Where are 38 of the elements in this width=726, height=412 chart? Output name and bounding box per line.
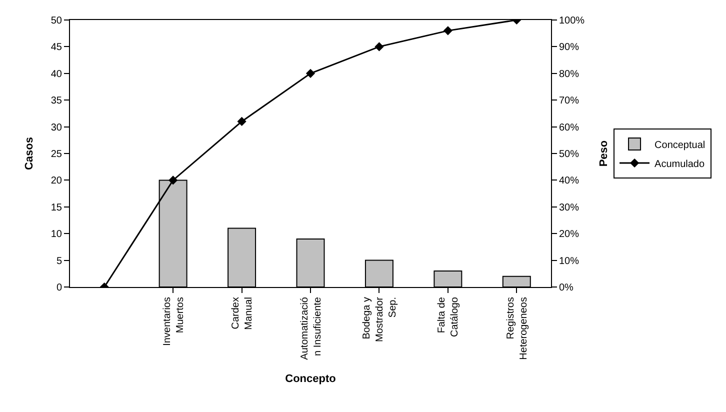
legend-label: Acumulado	[654, 158, 705, 170]
point	[443, 26, 452, 36]
y-tick-label: 30	[50, 122, 62, 134]
y-tick-label: 40	[50, 68, 62, 80]
y2-tick-label: 30%	[559, 202, 580, 214]
y-axis-title: Casos	[24, 136, 36, 170]
point	[306, 68, 316, 78]
x-tick-label: Automatizació n Insuficiente	[299, 296, 324, 360]
y-tick-label: 15	[50, 202, 62, 214]
x-tick-label: Falta de Catálogo	[436, 296, 461, 338]
y2-tick-label: 80%	[559, 68, 580, 80]
y2-tick-label: 40%	[559, 176, 580, 187]
y2-tick-label: 0%	[559, 282, 574, 294]
y-tick-label: 35	[50, 96, 62, 107]
y-tick-label: 0	[56, 282, 62, 294]
y-tick-label: 5	[56, 256, 62, 267]
y-tick-label: 20	[50, 176, 62, 187]
legend-label: Conceptual	[654, 140, 706, 151]
y2-tick-label: 10%	[559, 256, 580, 267]
x-tick-label: Bodega y Mostrador Sep.	[361, 296, 398, 342]
x-axis-title: Concepto	[285, 373, 336, 386]
y-tick-label: 50	[50, 16, 62, 26]
y2-tick-label: 20%	[559, 229, 580, 240]
x-tick-label: Inventarios Muertos	[162, 297, 186, 346]
point	[237, 116, 246, 126]
x-tick-label: Registros Heterogeneos	[505, 297, 530, 360]
y2-tick-label: 100%	[559, 16, 585, 26]
y2-tick-label: 70%	[559, 96, 580, 107]
point	[374, 42, 384, 52]
y-tick-label: 45	[50, 42, 62, 54]
x-tick-label: Cardex Manual	[230, 297, 255, 330]
y-tick-label: 10	[50, 229, 62, 240]
y2-tick-label: 90%	[559, 42, 580, 54]
y-tick-label: 25	[50, 149, 62, 160]
point	[168, 176, 178, 185]
y2-axis-title: Peso	[598, 140, 610, 167]
y2-tick-label: 60%	[559, 122, 580, 134]
y2-tick-label: 50%	[559, 149, 580, 160]
